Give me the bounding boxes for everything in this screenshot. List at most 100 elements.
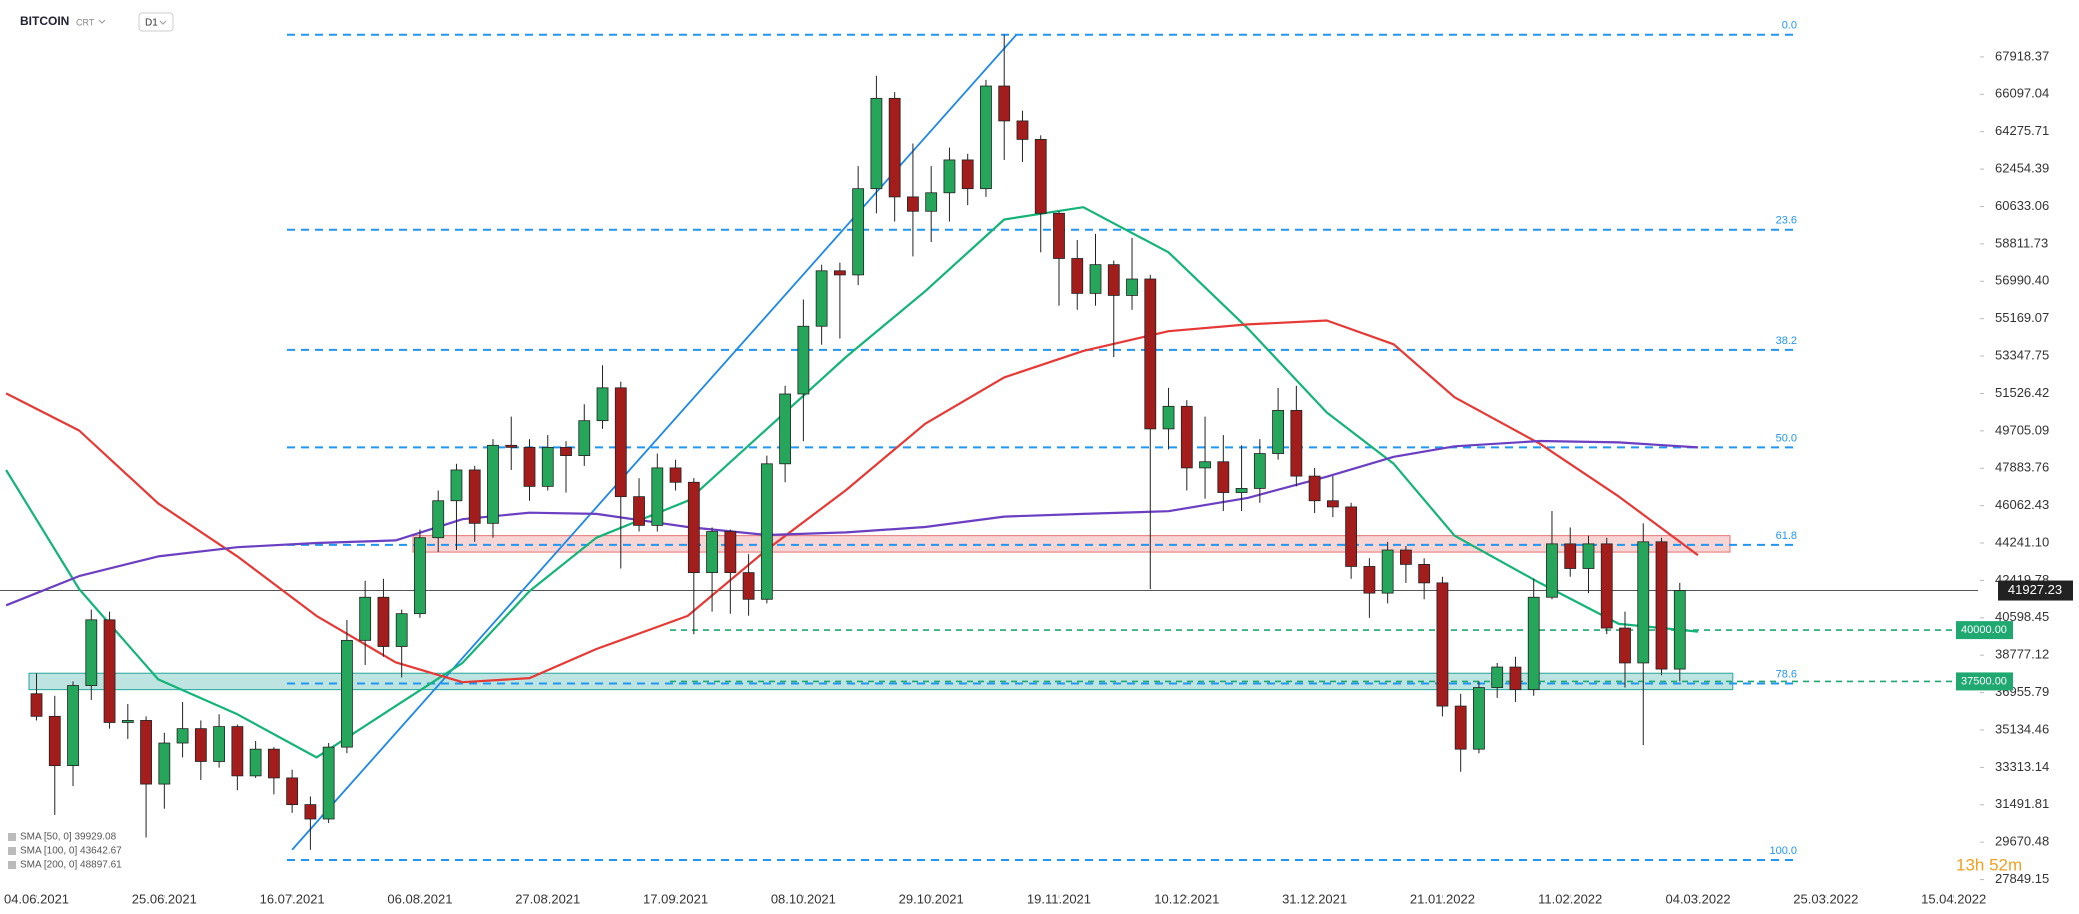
y-tick-label: 47883.76 — [1995, 460, 2049, 475]
level-tag — [1956, 621, 2013, 640]
x-tick-label: 10.12.2021 — [1154, 891, 1219, 906]
y-tick-label: 38777.12 — [1995, 647, 2049, 662]
candle-body — [1582, 543, 1595, 569]
fib-label: 61.8 — [1776, 530, 1797, 542]
y-tick-label: 67918.37 — [1995, 48, 2049, 63]
candle-body — [1290, 410, 1303, 477]
candle-body — [176, 728, 189, 744]
y-tick-label: 58811.73 — [1995, 235, 2048, 250]
dropdown-arrow[interactable] — [98, 19, 106, 24]
candle-body — [1217, 461, 1230, 493]
candle-body — [1071, 258, 1084, 294]
x-tick-label: 15.04.2022 — [1921, 891, 1986, 906]
y-tick-label: 51526.42 — [1995, 385, 2049, 400]
candle-body — [523, 446, 536, 487]
x-tick-label: 21.01.2022 — [1410, 891, 1475, 906]
candle-body — [450, 469, 463, 502]
y-tick-label: 40598.45 — [1995, 609, 2049, 624]
y-tick-label: 55169.07 — [1995, 310, 2049, 325]
candle-body — [1199, 461, 1211, 469]
y-tick-label: 53347.75 — [1995, 347, 2049, 362]
candle-body — [322, 746, 335, 820]
candle-body — [395, 613, 408, 647]
legend-entry: SMA [50, 0] 39929.08 — [20, 832, 117, 843]
candle-body — [815, 270, 828, 327]
candle-body — [377, 596, 390, 647]
candle-body — [1673, 590, 1686, 670]
y-tick-label: 33313.14 — [1995, 759, 2049, 774]
price-tag-label: 41927.23 — [2008, 582, 2062, 597]
legend-icon — [8, 833, 16, 841]
candle-body — [1345, 506, 1358, 567]
candle-body — [103, 619, 116, 723]
y-tick-label: 46062.43 — [1995, 497, 2049, 512]
legend-icon — [8, 847, 16, 855]
timer: 13h 52m — [1956, 855, 2022, 874]
x-tick-label: 11.02.2022 — [1538, 891, 1602, 906]
candle-body — [760, 463, 773, 600]
candle-body — [85, 619, 98, 686]
x-tick-label: 16.07.2021 — [260, 891, 325, 906]
x-tick-label: 25.03.2022 — [1793, 891, 1858, 906]
candle-body — [1546, 543, 1558, 598]
candle-body — [505, 444, 518, 448]
y-tick-label: 27849.15 — [1995, 871, 2049, 886]
candle-body — [888, 97, 901, 198]
candle-body — [614, 387, 627, 498]
fib-label: 78.6 — [1776, 668, 1797, 680]
chart-kind[interactable]: CRT — [76, 17, 95, 27]
candle-body — [669, 467, 682, 483]
candle-body — [852, 188, 865, 276]
plot-layer: 0.0 23.6 38.2 50.0 61.8 78.6 100.0 — [0, 20, 1978, 862]
fib-label: 100.0 — [1769, 845, 1797, 857]
interval-box[interactable] — [138, 12, 174, 32]
candle-body — [48, 715, 61, 767]
candle-body — [140, 720, 152, 785]
candle-body — [249, 748, 262, 777]
dropdown-arrow[interactable] — [159, 20, 167, 25]
candle-body — [1454, 705, 1467, 750]
candle-body — [1400, 549, 1412, 565]
candle-body — [67, 685, 79, 767]
x-tick-label: 27.08.2021 — [515, 891, 580, 906]
candle-body — [633, 496, 645, 526]
symbol[interactable]: BITCOIN — [20, 14, 69, 28]
candle-body — [121, 720, 134, 723]
candle-body — [1089, 264, 1102, 294]
candle-body — [1363, 566, 1376, 594]
legend-entry: SMA [200, 0] 48897.61 — [20, 860, 122, 871]
candle-body — [1564, 543, 1577, 569]
y-tick-label: 62454.39 — [1995, 161, 2049, 176]
candle-body — [998, 85, 1011, 122]
candle-body — [1180, 405, 1193, 469]
x-tick-label: 08.10.2021 — [771, 891, 836, 906]
grid-layer: 27849.15 29670.48 31491.81 33313.14 35134.46… — [4, 48, 2049, 906]
candle-body — [231, 726, 244, 777]
interval[interactable]: D1 — [145, 18, 158, 29]
price-tag — [1998, 580, 2073, 601]
x-tick-label: 06.08.2021 — [387, 891, 452, 906]
candle-body — [1253, 453, 1266, 489]
candle-body — [1473, 687, 1485, 750]
candle-body — [1107, 264, 1120, 296]
candle-body — [779, 393, 792, 465]
candle-body — [1162, 405, 1175, 430]
y-tick-label: 44241.10 — [1995, 534, 2049, 549]
candle-body — [432, 500, 445, 539]
candle-body — [742, 572, 755, 600]
candle-body — [158, 742, 171, 785]
candle-body — [1144, 278, 1157, 430]
candle-body — [961, 159, 974, 190]
level-tag-label: 37500.00 — [1961, 675, 2007, 687]
candle-body — [541, 446, 554, 487]
candle-body — [468, 469, 481, 524]
x-tick-label: 19.11.2021 — [1027, 891, 1091, 906]
zone — [412, 535, 1731, 553]
candle-body — [304, 804, 317, 820]
sma-line — [5, 206, 1699, 759]
candle-body — [1509, 666, 1522, 691]
x-tick-label: 25.06.2021 — [132, 891, 197, 906]
candle-body — [833, 270, 846, 276]
candle-body — [925, 192, 938, 212]
candle-body — [1637, 541, 1650, 664]
